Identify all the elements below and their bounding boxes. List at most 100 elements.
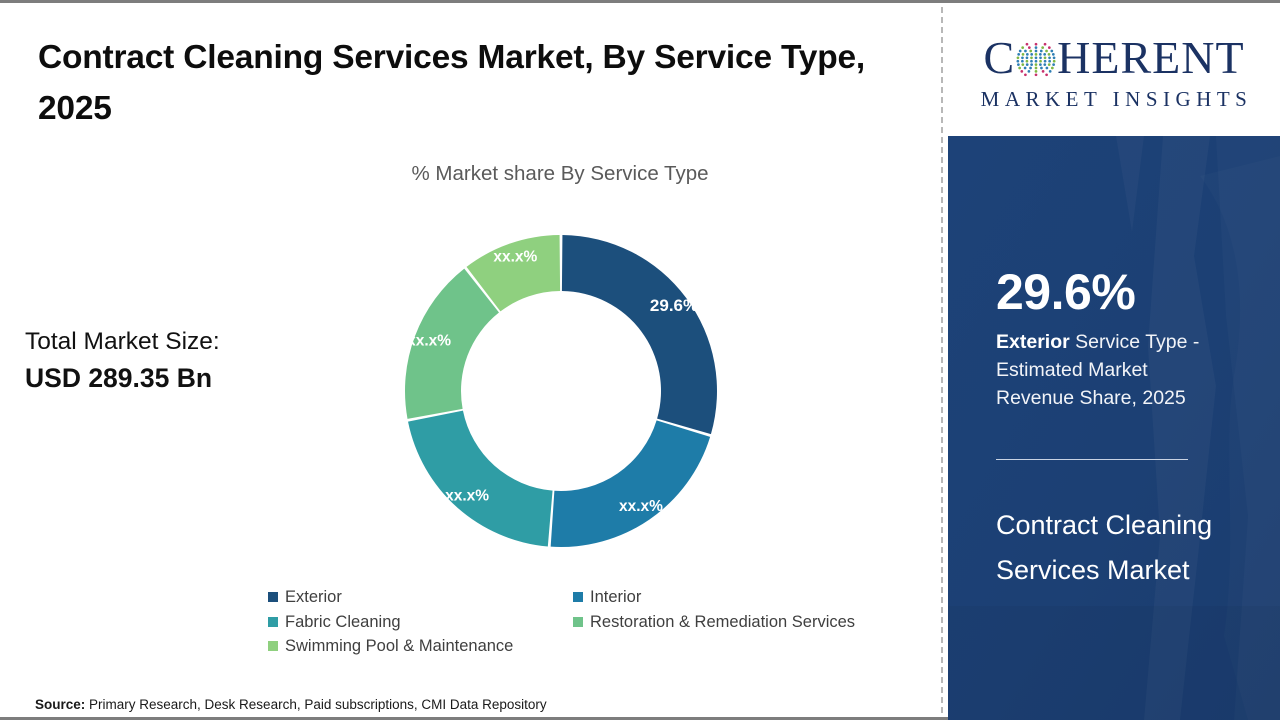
globe-dot <box>1045 66 1049 69</box>
donut-slice-label: xx.x% <box>407 332 451 349</box>
legend-row: Swimming Pool & Maintenance <box>268 638 908 655</box>
stat-caption: Exterior Service Type - Estimated Market… <box>996 329 1228 413</box>
legend-swatch-icon <box>573 616 583 627</box>
donut-slice[interactable] <box>405 268 499 419</box>
globe-dot <box>1016 55 1020 59</box>
donut-slice[interactable] <box>466 235 561 312</box>
globe-dot <box>1045 49 1049 52</box>
globe-dot <box>1043 42 1047 46</box>
stat-value: 29.6% <box>996 264 1136 320</box>
stat-caption-bold: Exterior <box>996 331 1070 353</box>
globe-dot <box>1041 45 1045 49</box>
globe-dot <box>1052 52 1055 56</box>
legend-item-restoration-remediation[interactable]: Restoration & Remediation Services <box>573 612 908 631</box>
stat-caption-rest: Service Type - Estimated Market Revenue … <box>996 331 1200 409</box>
globe-dot <box>1017 52 1021 56</box>
globe-dot <box>1045 72 1049 76</box>
globe-dot <box>1034 69 1038 73</box>
globe-dot <box>1034 59 1038 63</box>
globe-dot <box>1024 49 1027 52</box>
donut-slice[interactable] <box>408 410 553 547</box>
globe-dot <box>1027 69 1031 73</box>
legend-swatch-icon <box>573 592 583 603</box>
donut-slice-label: 29.6% <box>650 296 698 315</box>
donut-slice-labels: 29.6% xx.x% xx.x% xx.x% xx.x% <box>407 249 698 516</box>
donut-slice[interactable] <box>561 235 717 435</box>
globe-dot <box>1029 66 1033 69</box>
globe-dot <box>1034 55 1038 59</box>
panel-market-name: Contract Cleaning Services Market <box>996 510 1213 586</box>
highlight-panel-content: 29.6% Exterior Service Type - Estimated … <box>996 136 1246 720</box>
globe-dot <box>1016 59 1020 63</box>
logo-word-before: C <box>983 31 1016 83</box>
legend-swatch-icon <box>268 592 278 603</box>
globe-dot <box>1023 66 1027 69</box>
globe-dot <box>1034 62 1038 66</box>
legend-item-label: Interior <box>590 588 642 606</box>
globe-dot <box>1047 52 1051 56</box>
globe-dot <box>1040 66 1043 69</box>
globe-dot <box>1048 59 1052 63</box>
logo-subtitle: MARKET INSIGHTS <box>980 86 1253 111</box>
globe-dot <box>1043 62 1047 66</box>
donut-slice-label: xx.x% <box>445 487 489 504</box>
globe-dot <box>1025 55 1029 59</box>
source-line: Source: Primary Research, Desk Research,… <box>35 697 547 712</box>
globe-dot <box>1025 62 1029 66</box>
globe-dot <box>1017 62 1020 66</box>
total-market-label: Total Market Size: <box>25 328 220 355</box>
donut-chart-svg: 29.6% xx.x% xx.x% xx.x% xx.x% <box>405 235 717 547</box>
globe-dot <box>1026 52 1029 56</box>
globe-dot <box>1041 69 1045 73</box>
globe-dot <box>1021 52 1025 56</box>
legend-item-fabric-cleaning[interactable]: Fabric Cleaning <box>268 612 573 631</box>
legend-row: Fabric Cleaning Restoration & Remediatio… <box>268 612 908 631</box>
donut-slices <box>405 235 717 547</box>
legend-swatch-icon <box>268 616 278 627</box>
globe-dot <box>1030 52 1034 56</box>
logo-wordmark: C HERENT <box>983 31 1244 85</box>
globe-dot <box>1025 42 1029 46</box>
source-text: Primary Research, Desk Research, Paid su… <box>85 697 547 712</box>
dotted-globe-icon <box>1016 42 1056 76</box>
globe-dot <box>1021 55 1024 59</box>
globe-dot <box>1050 49 1054 52</box>
page-title: Contract Cleaning Services Market, By Se… <box>38 39 866 127</box>
globe-dot <box>1043 59 1047 63</box>
highlight-panel: 29.6% Exterior Service Type - Estimated … <box>948 136 1280 720</box>
panel-background-texture <box>948 136 1280 720</box>
brand-logo: C HERENT MARKET INSIGHTS <box>948 6 1280 136</box>
chart-legend: Exterior Interior Fabric Cleaning Restor… <box>268 589 908 663</box>
source-label: Source: <box>35 697 86 712</box>
globe-dot <box>1030 62 1034 66</box>
globe-dot <box>1040 49 1043 52</box>
legend-item-label: Restoration & Remediation Services <box>590 612 856 631</box>
donut-slice[interactable] <box>550 420 711 547</box>
legend-item-exterior[interactable]: Exterior <box>268 589 573 606</box>
logo-word-after: HERENT <box>1057 31 1245 83</box>
globe-dot <box>1018 49 1022 52</box>
globe-dot <box>1024 72 1027 76</box>
globe-dot <box>1030 55 1033 59</box>
globe-dot <box>1028 45 1031 49</box>
globe-dot <box>1020 69 1024 73</box>
globe-dot <box>1034 66 1038 69</box>
globe-dot <box>1030 59 1033 63</box>
legend-item-label: Exterior <box>285 588 342 606</box>
donut-slice-label: xx.x% <box>493 249 537 266</box>
legend-item-label: Fabric Cleaning <box>285 612 401 631</box>
legend-item-interior[interactable]: Interior <box>573 589 908 606</box>
globe-dot <box>1039 62 1042 66</box>
globe-dot <box>1021 59 1024 63</box>
total-market-block: Total Market Size: USD 289.35 Bn <box>25 325 325 397</box>
globe-dot <box>1029 49 1033 52</box>
globe-dot <box>1052 59 1056 63</box>
globe-dot <box>1039 55 1042 59</box>
globe-dot <box>1048 69 1052 73</box>
globe-dot <box>1043 55 1047 59</box>
total-market-value: USD 289.35 Bn <box>25 363 213 394</box>
legend-item-swimming-pool-maintenance[interactable]: Swimming Pool & Maintenance <box>268 638 573 655</box>
vertical-divider <box>941 7 943 713</box>
globe-dot <box>1048 55 1052 59</box>
